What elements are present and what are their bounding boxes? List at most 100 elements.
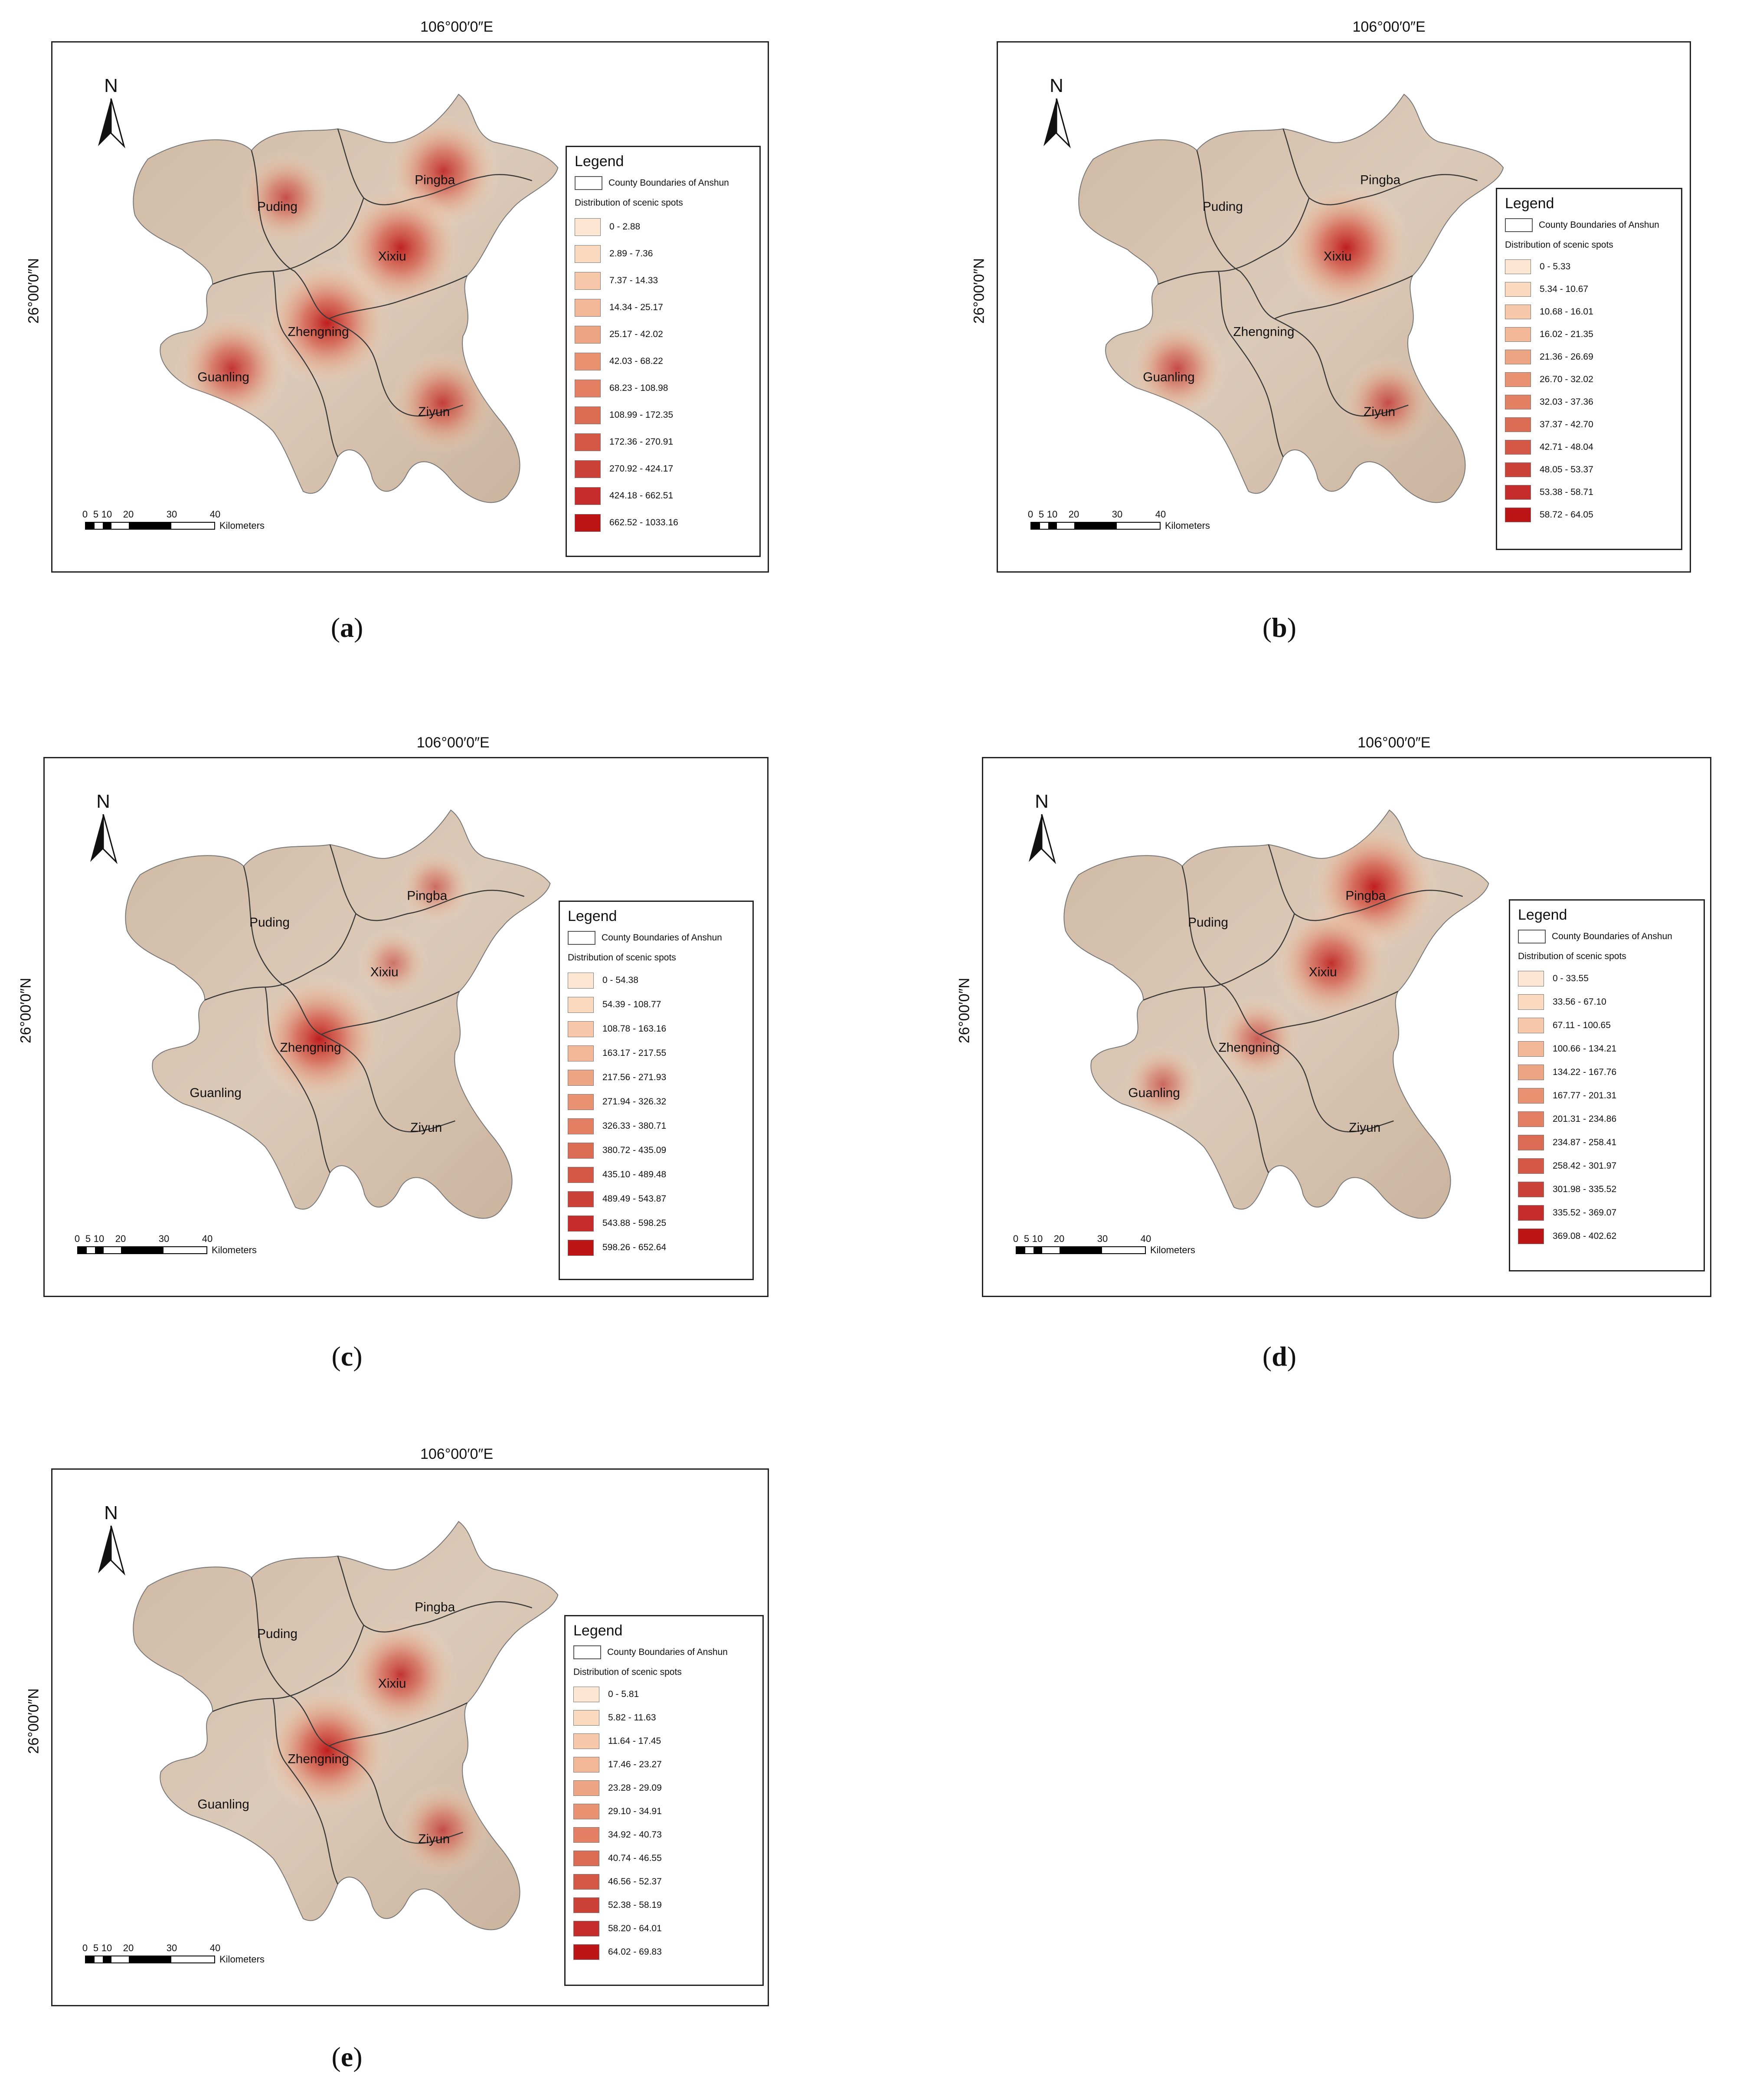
distribution-label: Distribution of scenic spots bbox=[573, 1667, 682, 1677]
legend-class-label: 598.26 - 652.64 bbox=[602, 1242, 667, 1252]
legend-class-label: 14.34 - 25.17 bbox=[609, 302, 663, 312]
scale-number: 5 bbox=[93, 1943, 99, 1953]
legend-title: Legend bbox=[568, 908, 617, 924]
legend-class-label: 48.05 - 53.37 bbox=[1540, 465, 1593, 475]
panel-caption: (c) bbox=[331, 1341, 363, 1372]
scale-number: 0 bbox=[82, 509, 88, 520]
distribution-label: Distribution of scenic spots bbox=[1505, 240, 1613, 250]
county-boundary bbox=[1203, 987, 1269, 1173]
legend-class-swatch bbox=[1505, 305, 1531, 319]
county-label-ziyun: Ziyun bbox=[418, 1832, 450, 1846]
legend-class-row: 42.03 - 68.22 bbox=[575, 348, 752, 375]
legend-class-label: 34.92 - 40.73 bbox=[608, 1830, 662, 1840]
legend-class-swatch bbox=[568, 1045, 594, 1061]
county-boundary bbox=[1218, 271, 1284, 457]
legend-class-row: 598.26 - 652.64 bbox=[568, 1235, 745, 1260]
scale-number: 40 bbox=[209, 509, 221, 520]
legend-class-row: 108.78 - 163.16 bbox=[568, 1017, 745, 1041]
legend-class-label: 0 - 5.81 bbox=[608, 1689, 639, 1699]
legend-class-swatch bbox=[568, 1239, 594, 1256]
county-label-pingba: Pingba bbox=[415, 173, 455, 187]
legend-class-swatch bbox=[1505, 440, 1531, 455]
scale-number: 5 bbox=[1038, 509, 1044, 520]
county-label-xixiu: Xixiu bbox=[378, 249, 406, 264]
legend-class-swatch bbox=[573, 1851, 599, 1866]
boundary-label: County Boundaries of Anshun bbox=[607, 1647, 728, 1657]
county-label-guanling: Guanling bbox=[190, 1086, 241, 1100]
legend-class-swatch bbox=[573, 1944, 599, 1960]
legend-class-swatch bbox=[573, 1804, 599, 1819]
legend: Legend County Boundaries of Anshun Distrib… bbox=[566, 146, 761, 557]
legend-class-label: 0 - 54.38 bbox=[602, 975, 638, 985]
legend-class-swatch bbox=[1505, 395, 1531, 410]
county-label-xixiu: Xixiu bbox=[1309, 965, 1337, 980]
county-boundary bbox=[1158, 197, 1310, 285]
north-arrow-icon: N bbox=[86, 791, 121, 865]
scale-number: 20 bbox=[1053, 1233, 1065, 1244]
county-boundary bbox=[286, 986, 455, 1133]
density-hotspot bbox=[262, 1685, 392, 1815]
boundary-label: County Boundaries of Anshun bbox=[1539, 220, 1659, 230]
county-boundary bbox=[1274, 275, 1413, 319]
legend: Legend County Boundaries of Anshun Distrib… bbox=[1509, 899, 1705, 1271]
scale-bar: 0 5 10 20 30 40 Kilometers bbox=[82, 1943, 265, 1965]
legend-class-swatch bbox=[1518, 994, 1544, 1010]
scale-number: 10 bbox=[1032, 1233, 1043, 1244]
county-boundary bbox=[212, 1625, 364, 1712]
legend-class-label: 100.66 - 134.21 bbox=[1553, 1044, 1617, 1054]
legend-class-row: 17.46 - 23.27 bbox=[573, 1753, 755, 1776]
legend-class-label: 335.52 - 369.07 bbox=[1553, 1208, 1617, 1218]
legend-class-row: 48.05 - 53.37 bbox=[1505, 459, 1673, 481]
legend-class-row: 14.34 - 25.17 bbox=[575, 294, 752, 321]
legend-class-row: 0 - 5.33 bbox=[1505, 256, 1673, 278]
legend-class-row: 23.28 - 29.09 bbox=[573, 1776, 755, 1800]
legend-class-label: 172.36 - 270.91 bbox=[609, 437, 674, 447]
county-boundary bbox=[1196, 150, 1240, 272]
county-boundary bbox=[329, 844, 525, 921]
legend-class-label: 42.71 - 48.04 bbox=[1540, 442, 1593, 452]
north-label: N bbox=[104, 1502, 118, 1523]
scale-number: 0 bbox=[1027, 509, 1034, 520]
legend-class-row: 167.77 - 201.31 bbox=[1518, 1084, 1696, 1107]
legend-title: Legend bbox=[575, 153, 624, 170]
scale-number: 0 bbox=[1013, 1233, 1019, 1244]
legend-class-row: 5.82 - 11.63 bbox=[573, 1706, 755, 1730]
legend-class-label: 17.46 - 23.27 bbox=[608, 1759, 662, 1769]
legend-class-swatch bbox=[1518, 1158, 1544, 1174]
legend-class-label: 25.17 - 42.02 bbox=[609, 329, 663, 339]
legend-class-row: 32.03 - 37.36 bbox=[1505, 391, 1673, 413]
longitude-label: 106°00′0″E bbox=[420, 19, 494, 35]
legend-class-row: 424.18 - 662.51 bbox=[575, 482, 752, 509]
county-boundary bbox=[1240, 271, 1409, 417]
latitude-label: 26°00′0″N bbox=[17, 978, 34, 1044]
density-hotspot bbox=[239, 151, 334, 246]
legend-class-row: 172.36 - 270.91 bbox=[575, 429, 752, 455]
legend-class-label: 32.03 - 37.36 bbox=[1540, 397, 1593, 407]
legend-class-swatch bbox=[573, 1710, 599, 1726]
county-label-guanling: Guanling bbox=[1128, 1086, 1180, 1100]
legend-class-label: 68.23 - 108.98 bbox=[609, 383, 668, 393]
density-hotspot bbox=[343, 1618, 458, 1732]
legend-class-label: 10.68 - 16.01 bbox=[1540, 307, 1593, 317]
county-boundary bbox=[204, 913, 357, 1001]
scale-number: 5 bbox=[93, 509, 99, 520]
legend-boundary-entry: County Boundaries of Anshun bbox=[573, 1645, 755, 1659]
county-boundary bbox=[251, 1577, 295, 1699]
legend-class-swatch bbox=[573, 1780, 599, 1796]
legend-class-row: 67.11 - 100.65 bbox=[1518, 1014, 1696, 1037]
legend-class-swatch bbox=[1518, 1041, 1544, 1057]
map-panel-a: Puding Pingba Xixiu Zhengning Guanling Ziyun N… bbox=[51, 41, 769, 573]
legend-class-row: 46.56 - 52.37 bbox=[573, 1870, 755, 1894]
legend-class-row: 64.02 - 69.83 bbox=[573, 1940, 755, 1964]
map-canvas: Puding Pingba Xixiu Zhengning Guanling Ziyun bbox=[1078, 93, 1504, 503]
legend-class-label: 37.37 - 42.70 bbox=[1540, 419, 1593, 429]
legend-class-row: 68.23 - 108.98 bbox=[575, 375, 752, 402]
legend-class-swatch bbox=[1505, 462, 1531, 477]
county-boundary bbox=[321, 991, 460, 1035]
legend-class-label: 489.49 - 543.87 bbox=[602, 1194, 667, 1204]
county-label-pingba: Pingba bbox=[407, 888, 447, 903]
legend-class-swatch bbox=[1518, 1182, 1544, 1197]
boundary-swatch bbox=[1518, 930, 1546, 944]
legend-class-label: 134.22 - 167.76 bbox=[1553, 1067, 1617, 1077]
panel-caption: (d) bbox=[1262, 1341, 1297, 1372]
